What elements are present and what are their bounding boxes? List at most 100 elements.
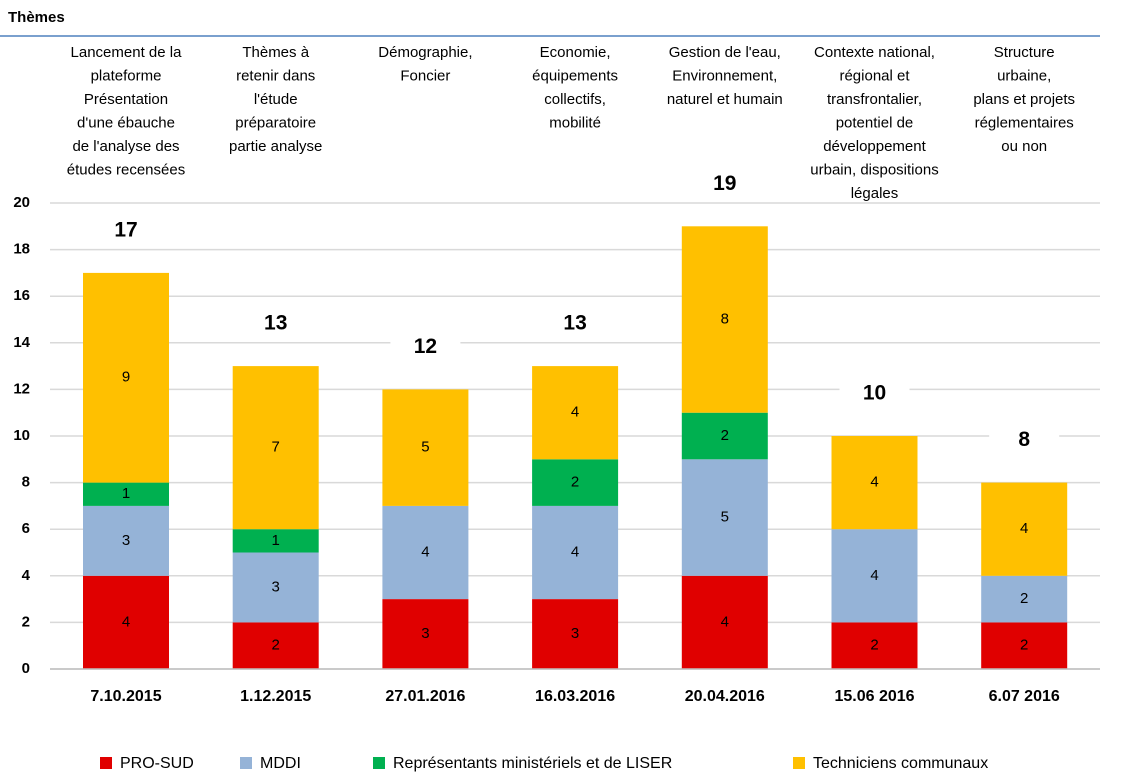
theme-line: partie analyse bbox=[229, 138, 322, 155]
segment-label: 5 bbox=[421, 439, 429, 456]
bar-segment bbox=[532, 459, 619, 506]
theme-line: Présentation bbox=[84, 91, 168, 108]
bar-segment bbox=[382, 599, 469, 669]
header: Thèmes bbox=[8, 9, 65, 26]
bar-segment bbox=[681, 412, 768, 460]
theme-line: potentiel de bbox=[836, 114, 914, 131]
theme-line: plateforme bbox=[91, 67, 162, 84]
bar-segment bbox=[681, 226, 768, 413]
x-tick-label: 15.06 2016 bbox=[834, 688, 914, 705]
theme-line: transfrontalier, bbox=[827, 91, 922, 108]
y-tick-label: 10 bbox=[13, 427, 30, 444]
bar-segment bbox=[382, 505, 469, 600]
theme-line: retenir dans bbox=[236, 67, 315, 84]
segment-label: 4 bbox=[870, 474, 878, 491]
segment-label: 4 bbox=[571, 543, 579, 560]
bar-segment bbox=[681, 575, 768, 669]
legend-label: MDDI bbox=[260, 755, 301, 772]
segment-label: 2 bbox=[1020, 637, 1028, 654]
segment-label: 4 bbox=[571, 404, 579, 421]
total-label: 19 bbox=[713, 172, 736, 195]
theme-line: Foncier bbox=[400, 67, 450, 84]
bar-segment bbox=[83, 575, 169, 669]
y-tick-label: 16 bbox=[13, 287, 30, 304]
bar-segment bbox=[681, 459, 768, 576]
x-tick-label: 20.04.2016 bbox=[685, 688, 765, 705]
theme-line: préparatoire bbox=[235, 114, 316, 131]
total-bg bbox=[540, 310, 611, 339]
y-tick-label: 2 bbox=[22, 613, 30, 630]
bar-segment bbox=[532, 599, 619, 669]
theme-line: collectifs, bbox=[544, 91, 606, 108]
total-bg bbox=[689, 170, 760, 199]
segment-label: 7 bbox=[272, 439, 280, 456]
theme-line: urbaine, bbox=[997, 67, 1051, 84]
theme-line: ou non bbox=[1001, 138, 1047, 155]
segment-label: 2 bbox=[1020, 590, 1028, 607]
x-tick-label: 1.12.2015 bbox=[240, 688, 311, 705]
bar-segment bbox=[532, 505, 619, 600]
theme-line: de l'analyse des bbox=[72, 138, 179, 155]
segment-label: 1 bbox=[122, 485, 130, 502]
segment-label: 3 bbox=[122, 532, 130, 549]
theme-line: régional et bbox=[839, 67, 910, 84]
y-tick-label: 20 bbox=[13, 194, 30, 211]
total-label: 8 bbox=[1018, 428, 1030, 451]
total-label: 13 bbox=[264, 312, 287, 335]
theme-line: Contexte national, bbox=[814, 44, 935, 61]
total-label: 12 bbox=[414, 335, 437, 358]
theme-line: Economie, bbox=[540, 44, 611, 61]
segment-label: 2 bbox=[721, 427, 729, 444]
x-tick-label: 16.03.2016 bbox=[535, 688, 615, 705]
segment-label: 3 bbox=[571, 625, 579, 642]
legend-swatch bbox=[100, 757, 112, 769]
x-tick-label: 7.10.2015 bbox=[90, 688, 161, 705]
bar-segment bbox=[981, 575, 1068, 623]
theme-line: Gestion de l'eau, bbox=[669, 44, 781, 61]
segment-label: 3 bbox=[421, 625, 429, 642]
theme-line: l'étude bbox=[254, 91, 298, 108]
bar-segment bbox=[232, 529, 319, 553]
bar-segment bbox=[831, 436, 918, 530]
total-label: 13 bbox=[563, 312, 586, 335]
y-tick-label: 18 bbox=[13, 241, 30, 258]
segment-label: 5 bbox=[721, 509, 729, 526]
bar-segment bbox=[83, 272, 169, 483]
segment-label: 3 bbox=[272, 578, 280, 595]
y-tick-label: 6 bbox=[22, 520, 30, 537]
total-bg bbox=[989, 426, 1060, 455]
segment-label: 2 bbox=[870, 637, 878, 654]
y-tick-label: 12 bbox=[13, 380, 30, 397]
total-bg bbox=[240, 310, 311, 339]
bar-segment bbox=[532, 366, 619, 460]
total-bg bbox=[390, 333, 461, 362]
x-tick-label: 27.01.2016 bbox=[385, 688, 465, 705]
total-label: 10 bbox=[863, 382, 886, 405]
total-bg bbox=[839, 380, 910, 408]
theme-line: Lancement de la bbox=[71, 44, 183, 61]
theme-line: urbain, dispositions bbox=[810, 161, 938, 178]
theme-line: développement bbox=[823, 138, 926, 155]
y-tick-label: 8 bbox=[22, 474, 30, 491]
y-tick-label: 0 bbox=[22, 660, 30, 677]
theme-line: Environnement, bbox=[672, 67, 777, 84]
bar-segment bbox=[382, 389, 469, 506]
legend-swatch bbox=[373, 757, 385, 769]
legend-swatch bbox=[240, 757, 252, 769]
y-tick-label: 14 bbox=[13, 334, 30, 351]
theme-line: Structure bbox=[994, 44, 1055, 61]
bar-segment bbox=[232, 366, 319, 530]
segment-label: 2 bbox=[272, 637, 280, 654]
bar-segment bbox=[981, 622, 1068, 669]
bar-segment bbox=[981, 482, 1068, 576]
segment-label: 9 bbox=[122, 369, 130, 386]
bar-segment bbox=[83, 505, 169, 576]
segment-label: 4 bbox=[870, 567, 878, 584]
bar-segment bbox=[831, 529, 918, 623]
theme-line: naturel et humain bbox=[667, 91, 783, 108]
total-bg bbox=[91, 216, 161, 245]
legend-label: Représentants ministériels et de LISER bbox=[393, 755, 672, 772]
bar-segment bbox=[232, 622, 319, 669]
theme-line: mobilité bbox=[549, 114, 601, 131]
